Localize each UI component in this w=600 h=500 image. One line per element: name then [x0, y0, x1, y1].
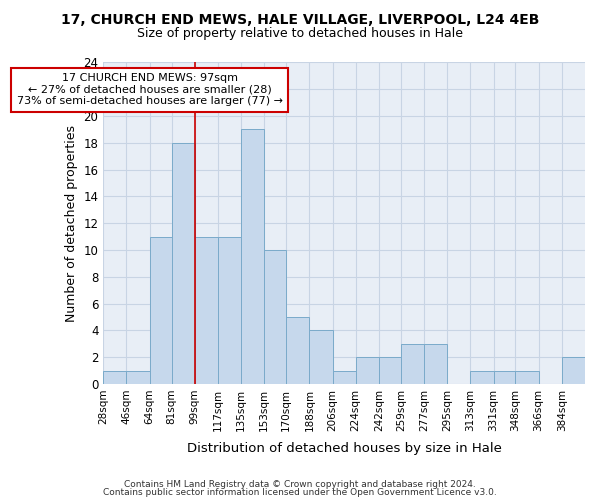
- Y-axis label: Number of detached properties: Number of detached properties: [65, 124, 78, 322]
- Bar: [310, 330, 332, 384]
- Bar: [494, 370, 515, 384]
- Bar: [379, 357, 401, 384]
- Text: Contains public sector information licensed under the Open Government Licence v3: Contains public sector information licen…: [103, 488, 497, 497]
- Bar: [470, 370, 494, 384]
- Bar: [127, 370, 149, 384]
- Bar: [103, 370, 127, 384]
- Bar: [241, 130, 264, 384]
- X-axis label: Distribution of detached houses by size in Hale: Distribution of detached houses by size …: [187, 442, 502, 455]
- Bar: [264, 250, 286, 384]
- Bar: [562, 357, 585, 384]
- Text: Size of property relative to detached houses in Hale: Size of property relative to detached ho…: [137, 28, 463, 40]
- Bar: [332, 370, 356, 384]
- Bar: [149, 236, 172, 384]
- Bar: [356, 357, 379, 384]
- Text: Contains HM Land Registry data © Crown copyright and database right 2024.: Contains HM Land Registry data © Crown c…: [124, 480, 476, 489]
- Bar: [401, 344, 424, 384]
- Bar: [218, 236, 241, 384]
- Bar: [424, 344, 447, 384]
- Bar: [172, 143, 194, 384]
- Text: 17, CHURCH END MEWS, HALE VILLAGE, LIVERPOOL, L24 4EB: 17, CHURCH END MEWS, HALE VILLAGE, LIVER…: [61, 12, 539, 26]
- Text: 17 CHURCH END MEWS: 97sqm
← 27% of detached houses are smaller (28)
73% of semi-: 17 CHURCH END MEWS: 97sqm ← 27% of detac…: [17, 73, 283, 106]
- Bar: [194, 236, 218, 384]
- Bar: [286, 317, 310, 384]
- Bar: [515, 370, 539, 384]
